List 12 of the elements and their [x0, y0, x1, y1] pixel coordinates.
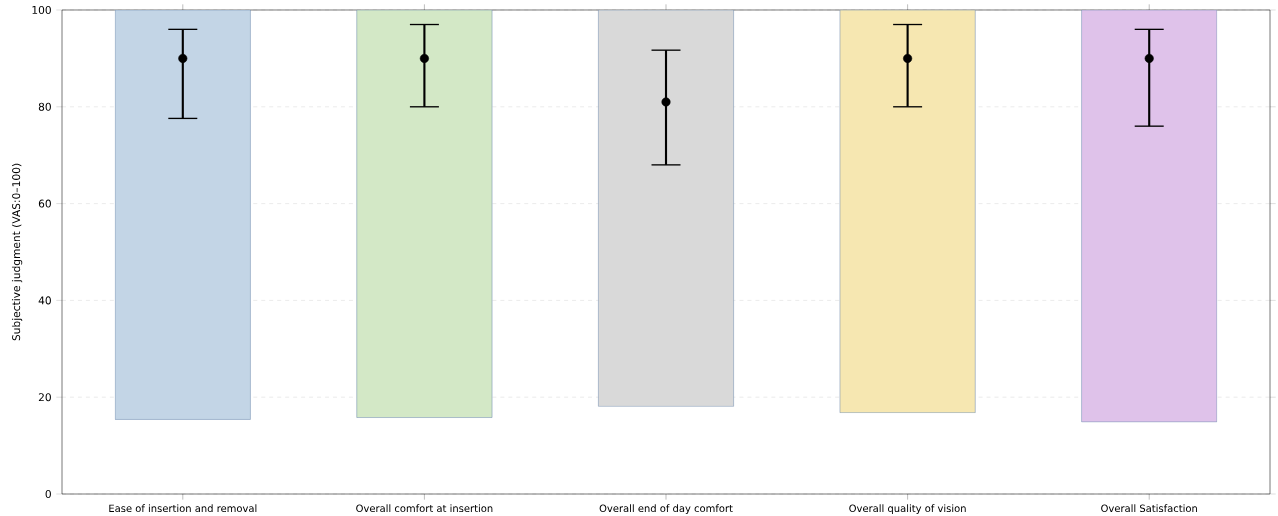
y-tick-label: 0: [45, 489, 51, 499]
y-tick-label: 20: [38, 393, 51, 402]
x-tick-label: Overall Satisfaction: [1101, 504, 1197, 513]
x-tick-label: Overall end of day comfort: [599, 504, 733, 514]
y-tick-label: 100: [32, 5, 51, 15]
x-tick-label: Overall quality of vision: [849, 504, 966, 514]
y-tick-label: 60: [38, 199, 51, 208]
y-tick-label: 40: [38, 296, 51, 305]
y-axis-title: Subjective judgment (VAS:0–100): [11, 163, 23, 341]
x-tick-label: Overall comfort at insertion: [356, 504, 493, 513]
y-tick-label: 80: [38, 102, 51, 111]
x-tick-label: Ease of insertion and removal: [109, 504, 257, 513]
